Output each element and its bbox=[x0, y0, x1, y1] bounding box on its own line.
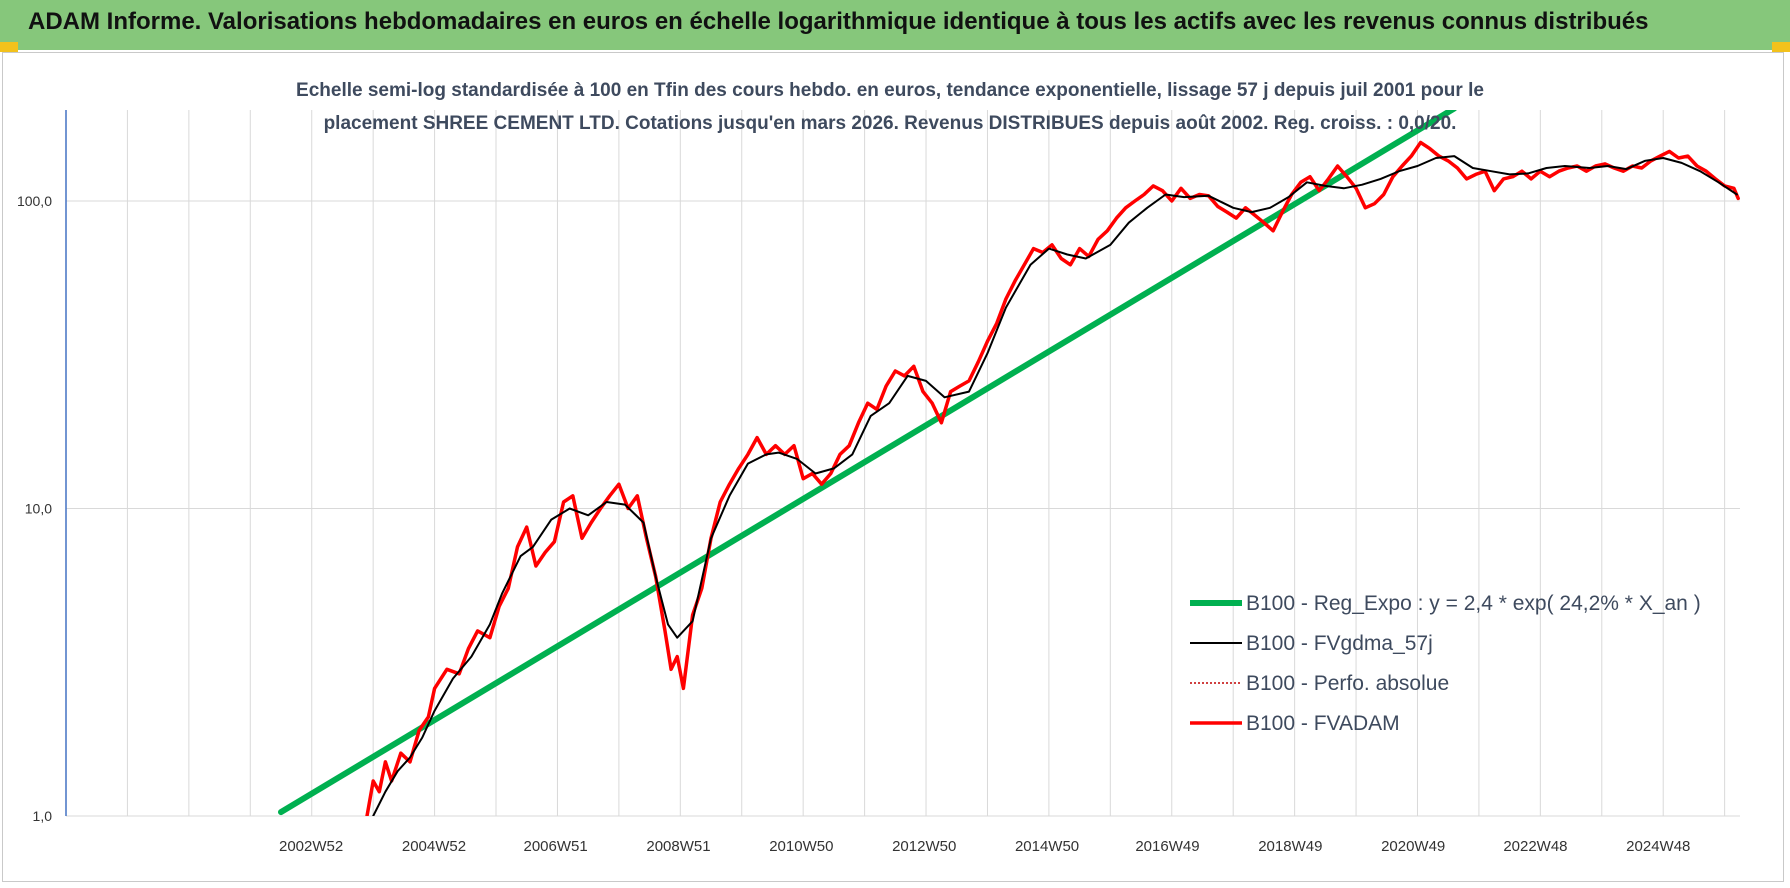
series-line-green-thick bbox=[278, 110, 1457, 816]
x-tick-label: 2014W50 bbox=[1015, 838, 1079, 855]
series-line-red-thick bbox=[365, 140, 1740, 816]
legend-label: B100 - Reg_Expo : y = 2,4 * exp( 24,2% *… bbox=[1246, 592, 1701, 615]
x-tick-label: 2008W51 bbox=[646, 838, 710, 855]
legend-label: B100 - FVgdma_57j bbox=[1246, 632, 1433, 655]
series-layer bbox=[278, 110, 1740, 816]
x-tick-label: 2004W52 bbox=[402, 838, 466, 855]
x-tick-label: 2016W49 bbox=[1135, 838, 1199, 855]
x-tick-label: 2018W49 bbox=[1258, 838, 1322, 855]
y-tick-label: 10,0 bbox=[25, 501, 52, 517]
y-tick-label: 100,0 bbox=[17, 193, 52, 209]
x-tick-label: 2002W52 bbox=[279, 838, 343, 855]
grid bbox=[66, 110, 1740, 817]
title-bar: ADAM Informe. Valorisations hebdomadaire… bbox=[0, 0, 1790, 50]
x-tick-label: 2020W49 bbox=[1381, 838, 1445, 855]
legend: B100 - Reg_Expo : y = 2,4 * exp( 24,2% *… bbox=[1190, 592, 1701, 735]
y-ticks: 1,0 10,0 100,0 bbox=[17, 193, 52, 824]
x-tick-label: 2022W48 bbox=[1503, 838, 1567, 855]
series-line-black-thin bbox=[372, 155, 1738, 816]
x-ticks: 2002W52 2004W52 2006W51 2008W51 2010W50 2012W… bbox=[279, 838, 1690, 855]
chart-frame bbox=[2, 52, 1784, 882]
page-title: ADAM Informe. Valorisations hebdomadaire… bbox=[28, 8, 1649, 35]
chart-subtitle-line-1: Echelle semi-log standardisée à 100 en T… bbox=[296, 80, 1484, 101]
legend-label: B100 - FVADAM bbox=[1246, 712, 1400, 735]
x-tick-label: 2010W50 bbox=[769, 838, 833, 855]
x-tick-label: 2012W50 bbox=[892, 838, 956, 855]
corner-mark-left bbox=[0, 42, 18, 52]
x-tick-label: 2006W51 bbox=[523, 838, 587, 855]
y-tick-label: 1,0 bbox=[33, 808, 53, 824]
legend-label: B100 - Perfo. absolue bbox=[1246, 672, 1449, 695]
corner-mark-right bbox=[1772, 42, 1790, 52]
x-tick-label: 2024W48 bbox=[1626, 838, 1690, 855]
chart-subtitle-line-2: placement SHREE CEMENT LTD. Cotations ju… bbox=[324, 113, 1457, 134]
